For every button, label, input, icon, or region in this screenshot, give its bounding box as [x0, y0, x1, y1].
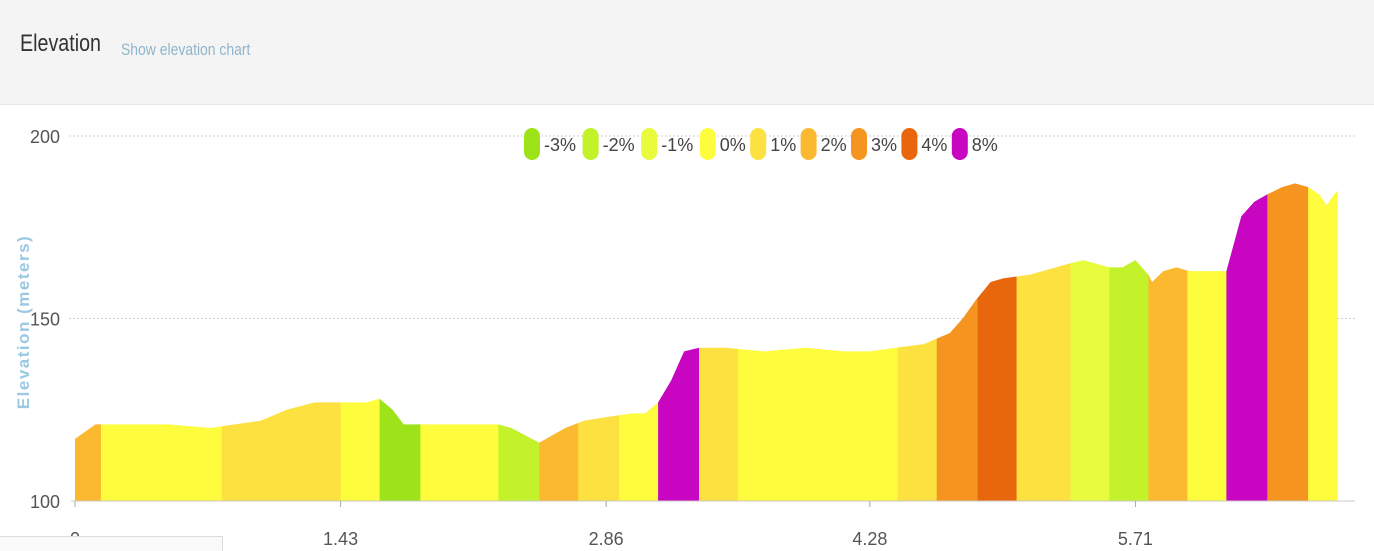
- section-title: Elevation: [20, 30, 101, 57]
- legend-swatch: [582, 128, 599, 160]
- x-tick-label: 5.71: [1118, 529, 1153, 549]
- grade-segment: [1187, 183, 1227, 501]
- elevation-chart: 10015020001.432.864.285.71 -3%-2%-1%0%1%…: [14, 127, 1355, 549]
- x-tick-label: 2.86: [589, 529, 624, 549]
- legend-swatch: [524, 128, 540, 160]
- x-tick-label: 1.43: [323, 529, 358, 549]
- grade-segment: [498, 183, 540, 501]
- grade-segment: [75, 183, 102, 501]
- legend-label: -1%: [661, 135, 693, 155]
- y-tick-label: 150: [30, 310, 60, 330]
- y-tick-label: 200: [30, 127, 60, 147]
- grade-segment: [977, 183, 1018, 501]
- grade-segment: [420, 183, 499, 501]
- legend-swatch: [699, 128, 716, 160]
- grade-segment: [1109, 183, 1149, 501]
- legend-label: 8%: [972, 135, 998, 155]
- elevation-header: Elevation Show elevation chart: [0, 0, 1374, 105]
- grade-segment: [897, 183, 938, 501]
- show-elevation-chart-link[interactable]: Show elevation chart: [121, 40, 251, 59]
- grade-segment: [221, 183, 342, 501]
- legend-label: 2%: [821, 135, 847, 155]
- grade-segment: [1148, 183, 1188, 501]
- grade-legend: -3% -2% -1% 0% 1% 2% 3% 4% 8%: [524, 128, 998, 160]
- grade-segment: [738, 183, 899, 501]
- axes: 10015020001.432.864.285.71: [30, 127, 1355, 549]
- grade-segment: [539, 183, 579, 501]
- grade-segment: [1308, 183, 1338, 501]
- legend-swatch: [851, 128, 867, 160]
- elevation-area: [75, 183, 1338, 501]
- grade-segment: [1226, 183, 1268, 501]
- legend-label: -2%: [603, 135, 635, 155]
- grade-segment: [1016, 183, 1072, 501]
- legend-swatch: [750, 128, 767, 160]
- legend-label: 3%: [871, 135, 897, 155]
- grade-segment: [936, 183, 979, 501]
- legend-label: -3%: [544, 135, 576, 155]
- legend-swatch: [901, 128, 918, 160]
- y-axis-title: Elevation (meters): [14, 235, 33, 409]
- legend-label: 4%: [921, 135, 947, 155]
- horizontal-scrollbar[interactable]: [0, 536, 223, 551]
- legend-swatch: [951, 128, 968, 160]
- grade-segment: [658, 183, 700, 501]
- legend-swatch: [641, 128, 658, 160]
- y-tick-label: 100: [30, 492, 60, 512]
- grade-segment: [699, 183, 739, 501]
- grade-segment: [379, 183, 422, 501]
- x-tick-label: 4.28: [852, 529, 887, 549]
- grade-segment: [1070, 183, 1110, 501]
- grade-segment: [101, 183, 223, 501]
- grade-segment: [1267, 183, 1309, 501]
- grade-segments: [75, 183, 1338, 501]
- legend-swatch: [800, 128, 817, 160]
- grade-segment: [578, 183, 620, 501]
- grade-segment: [340, 183, 381, 501]
- legend-label: 0%: [720, 135, 746, 155]
- legend-label: 1%: [770, 135, 796, 155]
- grade-segment: [619, 183, 659, 501]
